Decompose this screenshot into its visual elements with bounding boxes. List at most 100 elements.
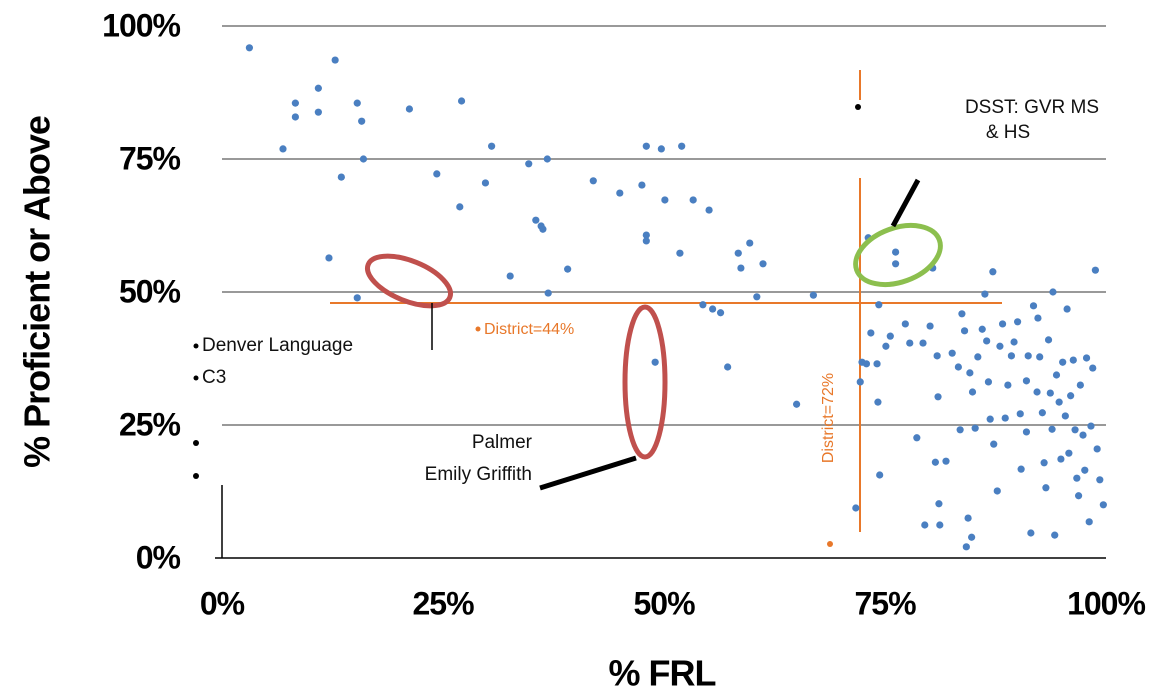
y-tick-label: 50% [119, 273, 181, 309]
point [948, 349, 956, 357]
point [993, 487, 1001, 495]
point [852, 504, 860, 512]
point [886, 332, 894, 340]
point [676, 249, 684, 257]
point [709, 305, 717, 313]
point [616, 189, 624, 197]
annotation: District=72% [820, 373, 837, 463]
point [359, 155, 368, 163]
point [996, 342, 1004, 350]
points [245, 44, 1107, 551]
point [1010, 338, 1018, 346]
point [525, 160, 533, 168]
point [998, 320, 1007, 328]
point [966, 369, 974, 377]
point [1091, 266, 1099, 274]
point [1082, 354, 1091, 362]
bullet [193, 343, 199, 349]
annotation: Palmer [472, 432, 533, 453]
point [1087, 422, 1095, 430]
bullet [475, 326, 481, 332]
point [481, 179, 490, 187]
point [314, 84, 322, 92]
point [642, 231, 650, 239]
annotation: District=44% [484, 321, 574, 338]
point [934, 393, 942, 401]
point [314, 108, 322, 116]
bullet [193, 375, 199, 381]
point [657, 145, 665, 153]
bullet [855, 104, 861, 110]
point [984, 378, 993, 386]
point [1063, 305, 1071, 313]
point [875, 301, 883, 309]
y-tick-label: 100% [102, 7, 180, 43]
point [892, 248, 900, 256]
point [689, 196, 697, 204]
point [989, 268, 997, 276]
point [1061, 412, 1069, 420]
point [1048, 425, 1056, 433]
point [488, 142, 496, 150]
point [1069, 356, 1077, 364]
point [734, 249, 742, 257]
point [746, 239, 754, 247]
point [1033, 388, 1041, 396]
point [876, 471, 884, 479]
point [1044, 336, 1053, 344]
point [1017, 465, 1025, 473]
point [539, 225, 547, 233]
point [1081, 466, 1089, 474]
point [978, 325, 986, 333]
y-tick-label: 75% [119, 140, 181, 176]
point [1074, 492, 1083, 500]
point [1004, 381, 1012, 389]
grid [222, 25, 1106, 426]
point [1096, 476, 1104, 484]
point [1055, 398, 1063, 406]
point [337, 173, 345, 181]
point [245, 44, 254, 52]
point [862, 360, 871, 368]
highlight-ellipse [622, 304, 668, 460]
point [1022, 428, 1031, 436]
point [867, 329, 875, 337]
point [962, 543, 970, 551]
point [1057, 455, 1065, 463]
point [642, 142, 650, 150]
point [926, 322, 934, 330]
point [986, 415, 994, 423]
point [913, 434, 921, 442]
point [737, 264, 745, 272]
point [954, 363, 962, 371]
point [716, 309, 725, 317]
highlight-ellipse [365, 253, 453, 309]
point [874, 398, 882, 406]
point [882, 342, 890, 350]
point [678, 142, 686, 150]
y-tick-label: 25% [119, 406, 181, 442]
point [968, 388, 977, 396]
point [935, 500, 943, 508]
point [1040, 459, 1048, 467]
point [638, 181, 646, 189]
point [933, 352, 941, 360]
point [1034, 314, 1042, 322]
point [809, 291, 817, 299]
point [331, 56, 339, 64]
point [1067, 392, 1075, 400]
point [1001, 414, 1009, 422]
bullet [193, 440, 199, 446]
pointer-line [539, 455, 637, 491]
x-tick-label: 0% [200, 585, 245, 621]
point [291, 99, 299, 107]
point [1059, 358, 1067, 366]
point [1016, 410, 1024, 418]
point [753, 293, 761, 301]
point [1065, 449, 1073, 457]
point [956, 426, 964, 434]
point [1027, 529, 1035, 537]
point [964, 514, 972, 522]
point [589, 177, 597, 185]
